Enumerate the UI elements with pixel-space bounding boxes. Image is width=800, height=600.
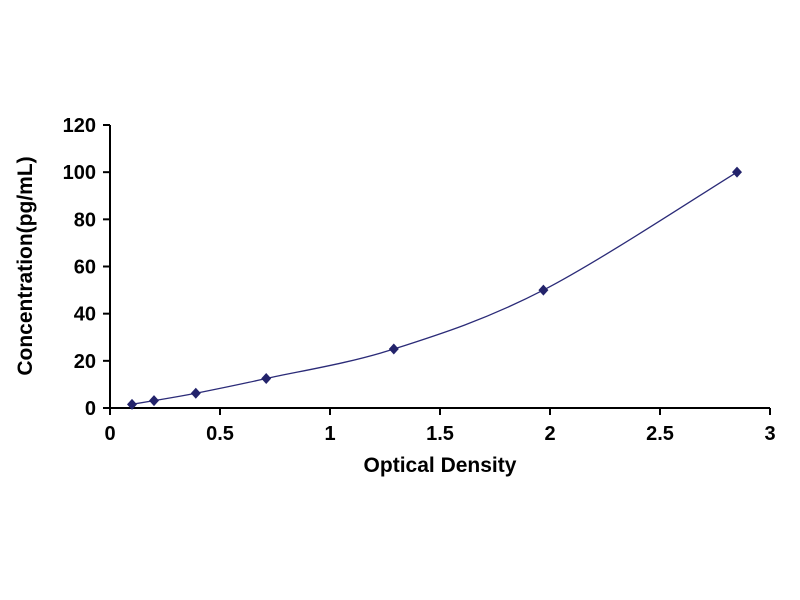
data-point-marker <box>538 285 548 296</box>
y-tick-label: 20 <box>74 351 96 373</box>
data-point-marker <box>149 395 159 406</box>
y-tick-label: 40 <box>74 304 96 326</box>
plot-layer: 0 0.5 1 1.5 2 2.5 3 0 20 40 60 80 100 120 <box>63 115 776 445</box>
y-tick-label: 0 <box>85 398 96 420</box>
y-tick-label: 100 <box>63 162 96 184</box>
x-tick-label: 1.5 <box>426 423 454 445</box>
x-tick-label: 3 <box>764 423 775 445</box>
data-point-marker <box>389 344 399 355</box>
data-point-marker <box>261 373 271 384</box>
y-tick-label: 80 <box>74 209 96 231</box>
standard-curve-line <box>132 172 737 404</box>
chart-canvas: 0 0.5 1 1.5 2 2.5 3 0 20 40 60 80 100 120 Optical Den… <box>0 0 800 600</box>
y-tick-label: 60 <box>74 257 96 279</box>
x-axis-label: Optical Density <box>364 454 517 477</box>
x-tick-label: 2 <box>544 423 555 445</box>
x-tick-label: 1 <box>324 423 335 445</box>
x-tick-label: 0 <box>104 423 115 445</box>
data-point-marker <box>191 388 201 399</box>
x-tick-label: 0.5 <box>206 423 234 445</box>
y-tick-label: 120 <box>63 115 96 137</box>
elisa-standard-curve-figure: 0 0.5 1 1.5 2 2.5 3 0 20 40 60 80 100 120 Optical Den… <box>0 0 800 600</box>
data-point-marker <box>732 167 742 178</box>
x-tick-label: 2.5 <box>646 423 674 445</box>
y-axis-label: Concentration(pg/mL) <box>14 156 37 375</box>
